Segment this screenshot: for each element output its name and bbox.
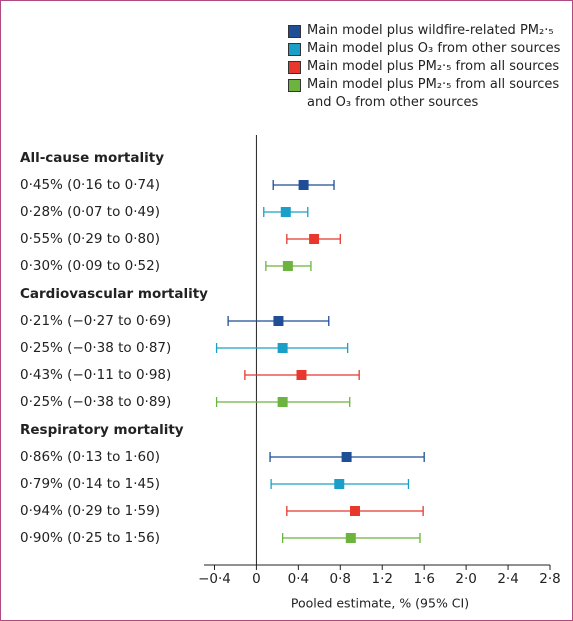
point-estimate	[277, 397, 288, 407]
point-estimate	[282, 261, 293, 271]
value-label: 0·28% (0·07 to 0·49)	[20, 204, 160, 220]
group-label: Respiratory mortality	[20, 422, 184, 438]
x-tick-label: 2·8	[539, 571, 560, 587]
legend-swatch	[288, 79, 301, 92]
group-label: Cardiovascular mortality	[20, 286, 208, 302]
value-label: 0·94% (0·29 to 1·59)	[20, 503, 160, 519]
value-label: 0·79% (0·14 to 1·45)	[20, 476, 160, 492]
legend-item: Main model plus wildfire-related PM₂·₅	[288, 22, 568, 40]
value-label: 0·86% (0·13 to 1·60)	[20, 449, 160, 465]
value-label: 0·45% (0·16 to 0·74)	[20, 177, 160, 193]
x-tick-label: 2·4	[497, 571, 518, 587]
value-label: 0·25% (−0·38 to 0·87)	[20, 340, 171, 356]
value-label: 0·25% (−0·38 to 0·89)	[20, 394, 171, 410]
legend-label: Main model plus PM₂·₅ from all sources	[307, 59, 560, 74]
legend-label: Main model plus PM₂·₅ from all sources a…	[307, 77, 560, 110]
value-label: 0·43% (−0·11 to 0·98)	[20, 367, 171, 383]
legend-label: Main model plus wildfire-related PM₂·₅	[307, 23, 554, 38]
point-estimate	[349, 506, 360, 516]
value-label: 0·21% (−0·27 to 0·69)	[20, 313, 171, 329]
legend-item: Main model plus PM₂·₅ from all sources	[288, 58, 568, 76]
point-estimate	[277, 343, 288, 353]
legend-item: Main model plus PM₂·₅ from all sources a…	[288, 76, 568, 112]
point-estimate	[345, 533, 356, 543]
legend-item: Main model plus O₃ from other sources	[288, 40, 568, 58]
legend-swatch	[288, 43, 301, 56]
point-estimate	[309, 234, 320, 244]
x-tick-label: 1·6	[413, 571, 434, 587]
legend-swatch	[288, 61, 301, 74]
point-estimate	[273, 316, 284, 326]
value-label: 0·55% (0·29 to 0·80)	[20, 231, 160, 247]
legend-swatch	[288, 25, 301, 38]
x-tick-label: 0·4	[288, 571, 309, 587]
x-tick-label: −0·4	[198, 571, 231, 587]
point-estimate	[334, 479, 345, 489]
x-tick-label: 2·0	[455, 571, 476, 587]
group-label: All-cause mortality	[20, 150, 164, 166]
legend: Main model plus wildfire-related PM₂·₅ Ma…	[288, 22, 568, 112]
point-estimate	[296, 370, 307, 380]
point-estimate	[341, 452, 352, 462]
value-label: 0·30% (0·09 to 0·52)	[20, 258, 160, 274]
point-estimate	[298, 180, 309, 190]
x-tick-label: 0·8	[330, 571, 351, 587]
point-estimate	[280, 207, 291, 217]
legend-label: Main model plus O₃ from other sources	[307, 41, 561, 56]
value-label: 0·90% (0·25 to 1·56)	[20, 530, 160, 546]
x-tick-label: 0	[252, 571, 261, 587]
x-axis-title: Pooled estimate, % (95% CI)	[291, 596, 469, 611]
x-tick-label: 1·2	[372, 571, 393, 587]
